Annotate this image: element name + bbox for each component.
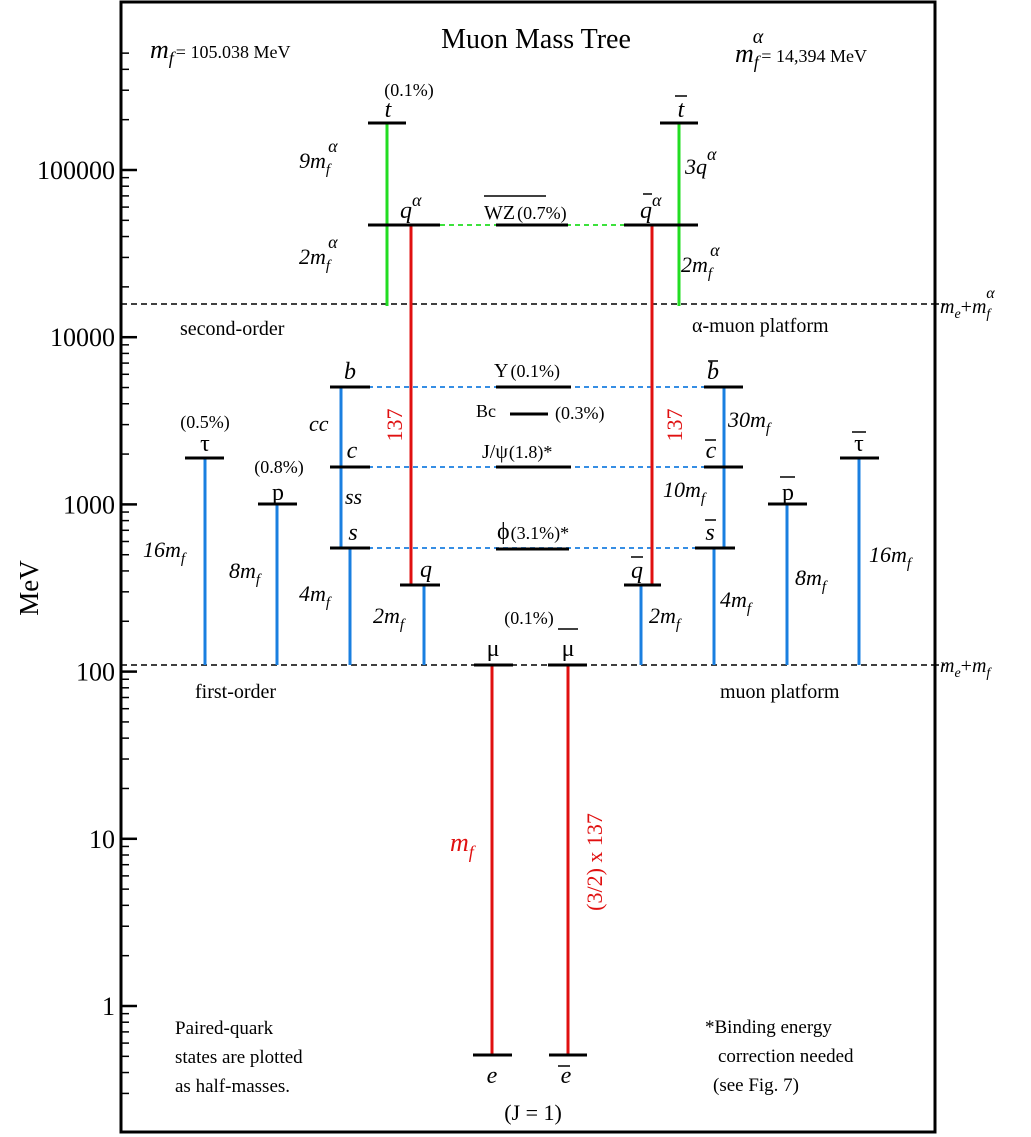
c-label: c [347,438,358,464]
mu-pct: (0.1%) [504,608,553,629]
second-order-label: second-order [180,318,285,340]
wz-label: WZ (0.7%) [484,202,567,224]
mult-sbar-right: 4mf [720,587,753,617]
ebar-label: e [561,1063,572,1089]
first-platform-edge-label: me+mf [940,655,992,681]
mult-cbar-right: 10mf [663,477,707,507]
upsilon-label: Y (0.1%) [494,360,560,382]
red-137-right: 137 [662,409,687,442]
p-pct: (0.8%) [254,457,303,478]
mult-qa-right: 2mfα [681,240,720,282]
qalpha-label: qα [400,190,422,224]
mu-mf-label: mf [450,828,477,862]
qbar-label: q [631,558,643,584]
pbar-label: p [782,480,794,506]
tau-label: τ [200,431,210,457]
note-right-line3: (see Fig. 7) [713,1075,799,1096]
mult-s-left: 4mf [299,581,332,611]
s-label: s [348,520,357,546]
level-bars [185,121,879,1057]
b-label: b [344,359,356,385]
red-137-left: 137 [382,409,407,442]
note-left-line2: states are plotted [175,1047,303,1068]
mult-taubar-right: 16mf [869,542,913,572]
mult-ss: ss [345,484,362,509]
antiparticle-overlines [484,95,866,1067]
q-label: q [420,557,432,583]
mult-bbar-right: 30mf [727,407,772,437]
y-tick-label: 10 [89,825,115,854]
qalphabar-label: qα [640,190,662,224]
t-pct: (0.1%) [384,80,433,101]
note-right-line1: *Binding energy [705,1017,832,1038]
multiplier-labels: 9mfα 3qα 2mfα 2mfα cc ss 30mf 10mf 16mf … [143,136,913,633]
mult-t-right: 3qα [684,144,717,179]
sbar-label: s [705,520,714,546]
mult-q-left: 2mf [373,603,406,633]
mubar-factor-label: (3/2) x 137 [582,813,607,911]
note-left-line1: Paired-quark [175,1018,274,1039]
t-label: t [385,97,393,123]
mult-pbar-right: 8mf [795,565,828,595]
second-platform-edge-label: me+mfα [940,285,995,322]
alpha-muon-platform-label: α-muon platform [692,315,829,337]
y-axis-label: MeV [14,560,44,616]
first-order-label: first-order [195,681,276,703]
taubar-label: τ [854,431,864,457]
y-tick-label: 100000 [37,156,115,185]
diagram-title: Muon Mass Tree [441,24,631,55]
tbar-label: t [678,97,686,123]
note-right-line2: correction needed [718,1046,854,1067]
mult-t-left: 9mfα [299,136,338,178]
jpsi-label: J/ψ(1.8)* [482,441,552,463]
p-label: p [272,480,284,506]
y-tick-label: 1 [102,992,115,1021]
notes: Paired-quark states are plotted as half-… [175,1017,854,1125]
y-tick-label: 100 [76,658,115,687]
tau-pct: (0.5%) [180,412,229,433]
mf-definition: mf = 105.038 MeV [150,35,290,68]
mult-cc: cc [309,411,329,436]
y-axis-ticks: 1 10 100 1000 10000 100000 [37,52,137,1095]
state-labels: (0.1%) t t qα qα WZ (0.7%) b b Y (0.1%) Bc… [180,80,864,1089]
bc-label: Bc [476,401,496,421]
spin-note: (J = 1) [504,1100,562,1125]
bbar-label: b [707,359,719,385]
mult-p-left: 8mf [229,558,262,588]
y-tick-label: 10000 [50,323,115,352]
mult-tau-left: 16mf [143,537,187,567]
note-left-line3: as half-masses. [175,1076,290,1097]
plot-frame [119,0,937,1134]
muon-platform-label: muon platform [720,681,840,703]
cbar-label: c [706,438,717,464]
phi-label: ϕ(3.1%)* [497,519,569,545]
red-annotations: 137 137 mf (3/2) x 137 [382,409,687,911]
e-label: e [487,1063,498,1089]
mf-alpha-definition: mfα = 14,394 MeV [735,26,867,72]
mult-qa-left: 2mfα [299,232,338,274]
y-tick-label: 1000 [63,490,115,519]
bc-pct: (0.3%) [555,403,604,424]
mult-qbar-right: 2mf [649,603,682,633]
mubar-label: μ [562,636,575,662]
mu-label: μ [487,636,500,662]
